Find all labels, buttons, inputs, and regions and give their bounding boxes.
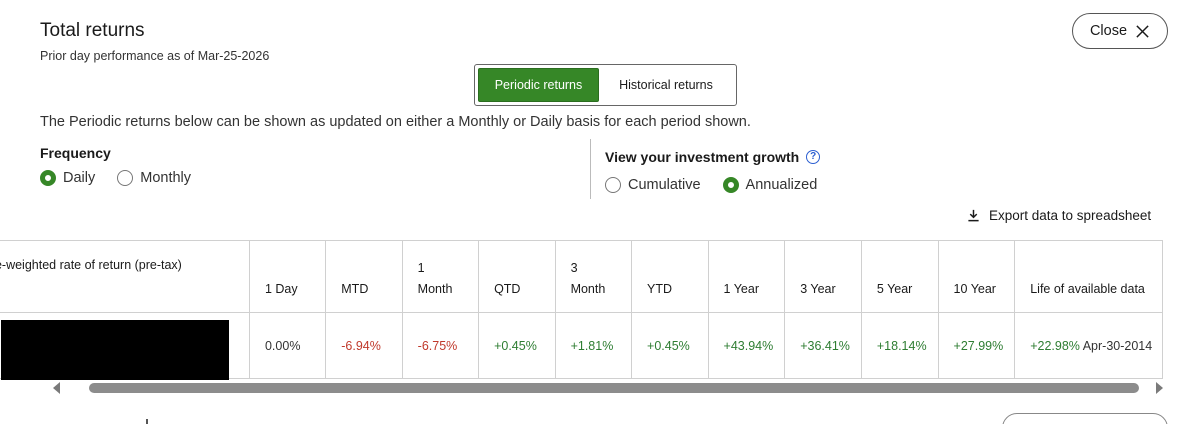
return-value-cell: -6.94% <box>325 312 403 379</box>
column-header: 1 Year <box>707 240 786 313</box>
growth-radio-group: Cumulative Annualized <box>605 177 817 193</box>
return-value-cell: +1.81% <box>554 312 633 379</box>
return-value-cell: +0.45% <box>631 312 709 379</box>
return-value-cell: +22.98% Apr-30-2014 <box>1014 312 1163 379</box>
daily-label: Daily <box>63 170 96 186</box>
return-value-cell: +0.45% <box>478 312 556 379</box>
frequency-monthly-option[interactable]: Monthly <box>117 170 191 186</box>
partial-button[interactable] <box>1002 413 1168 424</box>
monthly-radio[interactable] <box>117 170 134 186</box>
investment-growth-label: View your investment growth ? <box>605 149 821 165</box>
return-value-cell: +36.41% <box>784 312 862 379</box>
section-divider <box>590 139 591 199</box>
scroll-left-arrow-icon[interactable] <box>53 382 60 394</box>
table-row: 0.00% -6.94% -6.75% +0.45% +1.81% +0.45%… <box>0 312 1163 380</box>
return-value-cell: +18.14% <box>860 312 939 379</box>
monthly-label: Monthly <box>140 170 192 186</box>
column-header: MTD <box>325 240 403 313</box>
growth-annualized-option[interactable]: Annualized <box>722 177 818 193</box>
performance-date-subtitle: Prior day performance as of Mar-25-2026 <box>40 49 270 63</box>
growth-cumulative-option[interactable]: Cumulative <box>605 177 701 193</box>
close-icon <box>1136 24 1149 38</box>
return-value-cell: +27.99% <box>937 312 1016 379</box>
close-button[interactable]: Close <box>1072 13 1168 49</box>
periodic-returns-description: The Periodic returns below can be shown … <box>40 114 751 130</box>
annualized-radio[interactable] <box>722 177 739 193</box>
redacted-block <box>1 377 161 380</box>
column-header: 5 Year <box>860 240 939 313</box>
horizontal-scrollbar[interactable] <box>40 380 1165 398</box>
download-icon <box>968 209 979 222</box>
frequency-radio-group: Daily Monthly <box>40 170 191 186</box>
periodic-returns-tab[interactable]: Periodic returns <box>478 68 599 102</box>
column-header: YTD <box>631 240 709 313</box>
rate-of-return-header-text: ne-weighted rate of return (pre-tax) <box>0 258 182 272</box>
column-header: 1 Month <box>401 240 480 313</box>
return-value-cell: -6.75% <box>401 312 480 379</box>
return-value-cell: +43.94% <box>707 312 786 379</box>
column-header: 3 Month <box>554 240 633 313</box>
partial-element <box>146 419 148 424</box>
export-spreadsheet-link[interactable]: Export data to spreadsheet <box>967 208 1151 223</box>
column-header: 1 Day <box>248 240 327 313</box>
returns-table-container: ne-weighted rate of return (pre-tax) 1 D… <box>0 240 1176 380</box>
cumulative-label: Cumulative <box>628 177 701 193</box>
historical-returns-tab[interactable]: Historical returns <box>619 78 713 92</box>
frequency-daily-option[interactable]: Daily <box>40 170 95 186</box>
life-return-value: +22.98% <box>1030 338 1080 353</box>
column-header: 10 Year <box>937 240 1016 313</box>
scroll-right-arrow-icon[interactable] <box>1156 382 1163 394</box>
life-start-date: Apr-30-2014 <box>1082 338 1153 353</box>
cumulative-radio[interactable] <box>605 177 621 193</box>
redacted-block <box>1 320 229 380</box>
table-header-row: ne-weighted rate of return (pre-tax) 1 D… <box>0 240 1163 313</box>
close-button-label: Close <box>1089 23 1128 39</box>
returns-view-toggle: Periodic returns Historical returns <box>474 64 737 106</box>
frequency-label: Frequency <box>40 145 111 161</box>
account-name-cell <box>0 312 250 380</box>
returns-table: ne-weighted rate of return (pre-tax) 1 D… <box>0 240 1163 380</box>
help-icon[interactable]: ? <box>806 150 821 164</box>
column-header: 3 Year <box>784 240 862 313</box>
page-title: Total returns <box>40 20 145 41</box>
column-header: QTD <box>478 240 556 313</box>
return-value-cell: 0.00% <box>248 312 327 379</box>
export-label: Export data to spreadsheet <box>989 208 1152 223</box>
annualized-label: Annualized <box>745 177 818 193</box>
daily-radio[interactable] <box>40 170 56 186</box>
scrollbar-thumb[interactable] <box>89 383 1139 393</box>
column-header: Life of available data <box>1014 240 1163 313</box>
rate-of-return-header: ne-weighted rate of return (pre-tax) <box>0 240 250 313</box>
investment-growth-text: View your investment growth <box>605 149 800 165</box>
